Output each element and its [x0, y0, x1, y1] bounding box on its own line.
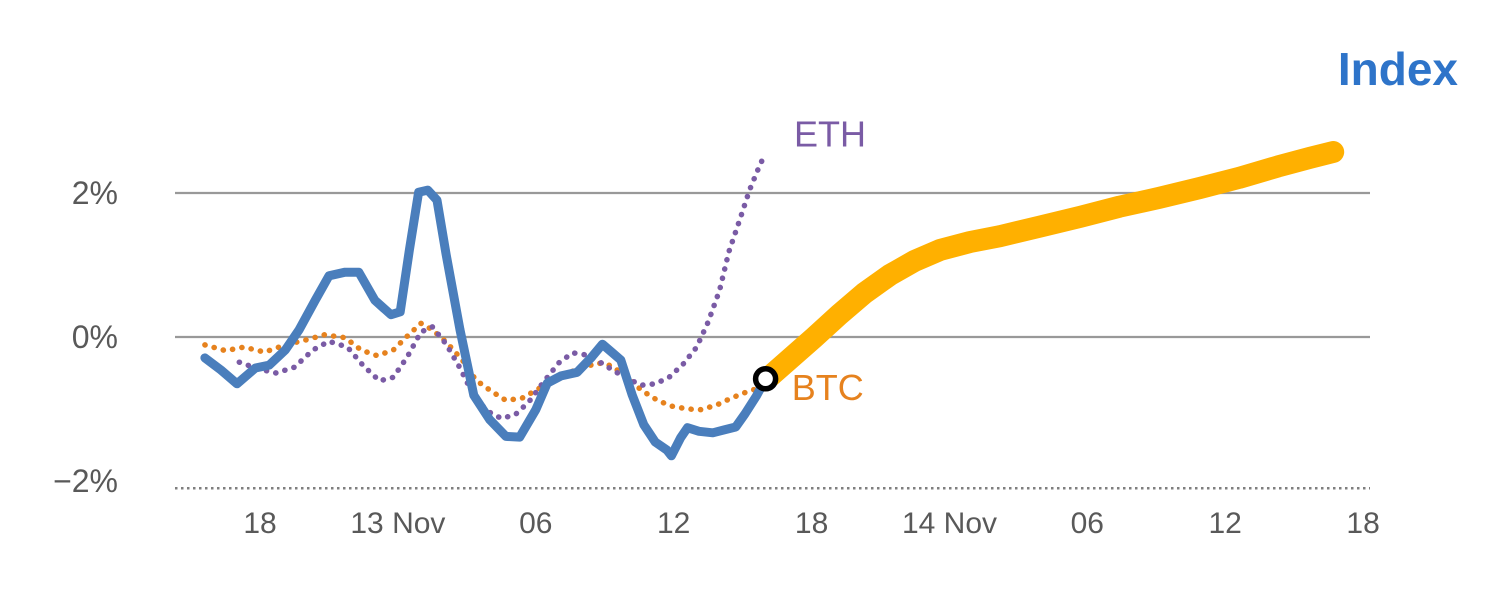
- x-axis-label: 18: [243, 507, 276, 540]
- y-axis-label: 2%: [72, 175, 118, 211]
- series-index: [200, 185, 771, 461]
- x-axis-label: 12: [657, 507, 690, 540]
- x-axis-label: 12: [1209, 507, 1242, 540]
- series-btc: [202, 320, 760, 413]
- x-axis-label: 18: [795, 507, 828, 540]
- series-index-forecast: [754, 141, 1345, 392]
- x-axis-label: 18: [1346, 507, 1379, 540]
- series-label-btc: BTC: [792, 367, 864, 408]
- x-axis-label: 14 Nov: [902, 507, 997, 540]
- chart-title: Index: [1337, 43, 1458, 95]
- y-axis-label: −2%: [53, 463, 118, 499]
- current-point-marker: [752, 366, 779, 392]
- y-axis-label: 0%: [72, 319, 118, 355]
- series-eth: [236, 154, 767, 422]
- x-axis-label: 13 Nov: [350, 507, 445, 540]
- x-axis-label: 06: [1071, 507, 1104, 540]
- series-label-eth: ETH: [794, 114, 866, 155]
- x-axis-label: 06: [519, 507, 552, 540]
